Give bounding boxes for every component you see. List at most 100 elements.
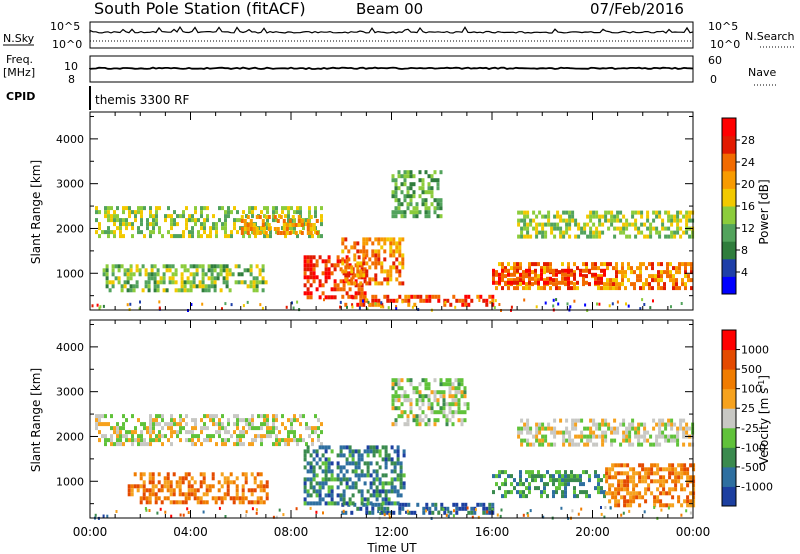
power-cell xyxy=(353,273,357,278)
velocity-cell xyxy=(451,402,455,407)
power-cell xyxy=(176,234,179,239)
power-cell xyxy=(291,301,293,305)
power-cell xyxy=(180,264,184,269)
velocity-cell xyxy=(637,426,641,431)
velocity-cell xyxy=(692,467,696,472)
velocity-cell xyxy=(182,513,185,517)
velocity-cell xyxy=(403,398,407,403)
velocity-cell xyxy=(324,469,328,474)
power-cell xyxy=(403,182,407,187)
power-cell xyxy=(299,210,302,215)
power-cell xyxy=(162,264,166,269)
velocity-cell xyxy=(275,434,278,439)
velocity-cell xyxy=(110,442,113,447)
velocity-cell xyxy=(491,510,495,515)
power-cell xyxy=(210,284,214,289)
power-cell xyxy=(276,227,280,231)
power-cell xyxy=(556,226,560,231)
power-cell xyxy=(120,284,124,289)
power-cell xyxy=(371,298,375,303)
velocity-cell xyxy=(303,465,307,470)
power-cell xyxy=(306,231,310,235)
velocity-cell xyxy=(199,480,203,485)
velocity-cell xyxy=(342,453,346,458)
power-cell xyxy=(397,186,401,191)
velocity-cell xyxy=(375,493,379,498)
power-cell xyxy=(371,249,375,254)
power-cell xyxy=(288,223,292,227)
velocity-cell xyxy=(634,434,638,439)
power-cell xyxy=(324,267,328,272)
velocity-cell xyxy=(466,406,470,411)
velocity-cell xyxy=(412,390,416,395)
power-cell xyxy=(258,215,262,219)
power-cell xyxy=(520,226,524,231)
power-cell xyxy=(119,218,122,223)
velocity-cell xyxy=(603,474,606,479)
velocity-cell xyxy=(460,378,464,383)
power-cell xyxy=(296,210,299,215)
power-cell xyxy=(251,206,254,211)
power-cell xyxy=(330,271,334,276)
velocity-cell xyxy=(632,467,636,472)
velocity-cell xyxy=(522,490,525,495)
power-cell xyxy=(371,302,375,307)
velocity-cell xyxy=(571,418,575,423)
power-cell xyxy=(482,298,486,303)
power-cell xyxy=(516,266,519,271)
velocity-cell xyxy=(184,472,188,477)
power-cell xyxy=(403,210,407,215)
power-cell xyxy=(341,257,345,262)
velocity-cell xyxy=(224,515,227,518)
velocity-cell xyxy=(375,461,379,466)
power-cell xyxy=(401,261,405,266)
velocity-cell xyxy=(491,502,495,507)
power-cell xyxy=(98,222,101,227)
velocity-cell xyxy=(372,493,376,498)
velocity-cell xyxy=(229,496,233,501)
power-cell xyxy=(611,302,614,306)
nsky-tick-top: 10^5 xyxy=(50,20,80,33)
power-cell xyxy=(688,214,692,219)
power-cell xyxy=(149,222,152,227)
power-cell xyxy=(128,210,131,215)
velocity-cell xyxy=(357,477,361,482)
power-cell xyxy=(266,222,269,227)
power-cell xyxy=(413,294,417,299)
x-tick-label: 16:00 xyxy=(475,525,510,539)
velocity-colorbar-tick-label: -1000 xyxy=(741,480,773,493)
power-cell xyxy=(203,230,206,235)
power-cell xyxy=(398,281,402,286)
velocity-cell xyxy=(251,426,254,431)
power-cell xyxy=(612,278,615,283)
velocity-cell xyxy=(318,465,322,470)
velocity-cell xyxy=(595,422,599,427)
velocity-cell xyxy=(236,422,239,427)
velocity-cell xyxy=(637,422,641,427)
velocity-cell xyxy=(567,482,570,487)
power-cell xyxy=(398,249,402,254)
power-cell xyxy=(415,214,419,219)
power-cell xyxy=(528,276,531,281)
velocity-cell xyxy=(95,422,98,427)
velocity-cell xyxy=(342,489,346,494)
velocity-cell xyxy=(303,477,307,482)
velocity-cell xyxy=(218,418,221,423)
velocity-cell xyxy=(440,506,444,511)
velocity-cell xyxy=(312,477,316,482)
power-cell xyxy=(543,266,546,271)
velocity-cell xyxy=(155,434,158,439)
power-cell xyxy=(681,282,684,287)
velocity-cell xyxy=(149,442,152,447)
velocity-cell xyxy=(614,491,618,496)
power-cell xyxy=(588,268,591,273)
velocity-cell xyxy=(342,497,346,502)
power-cell xyxy=(547,214,551,219)
velocity-cell xyxy=(302,414,305,419)
velocity-cell xyxy=(190,488,194,493)
power-cell xyxy=(236,230,239,235)
velocity-cell xyxy=(439,406,443,411)
power-cell xyxy=(344,277,348,282)
velocity-cell xyxy=(253,480,257,485)
velocity-cell xyxy=(378,489,382,494)
